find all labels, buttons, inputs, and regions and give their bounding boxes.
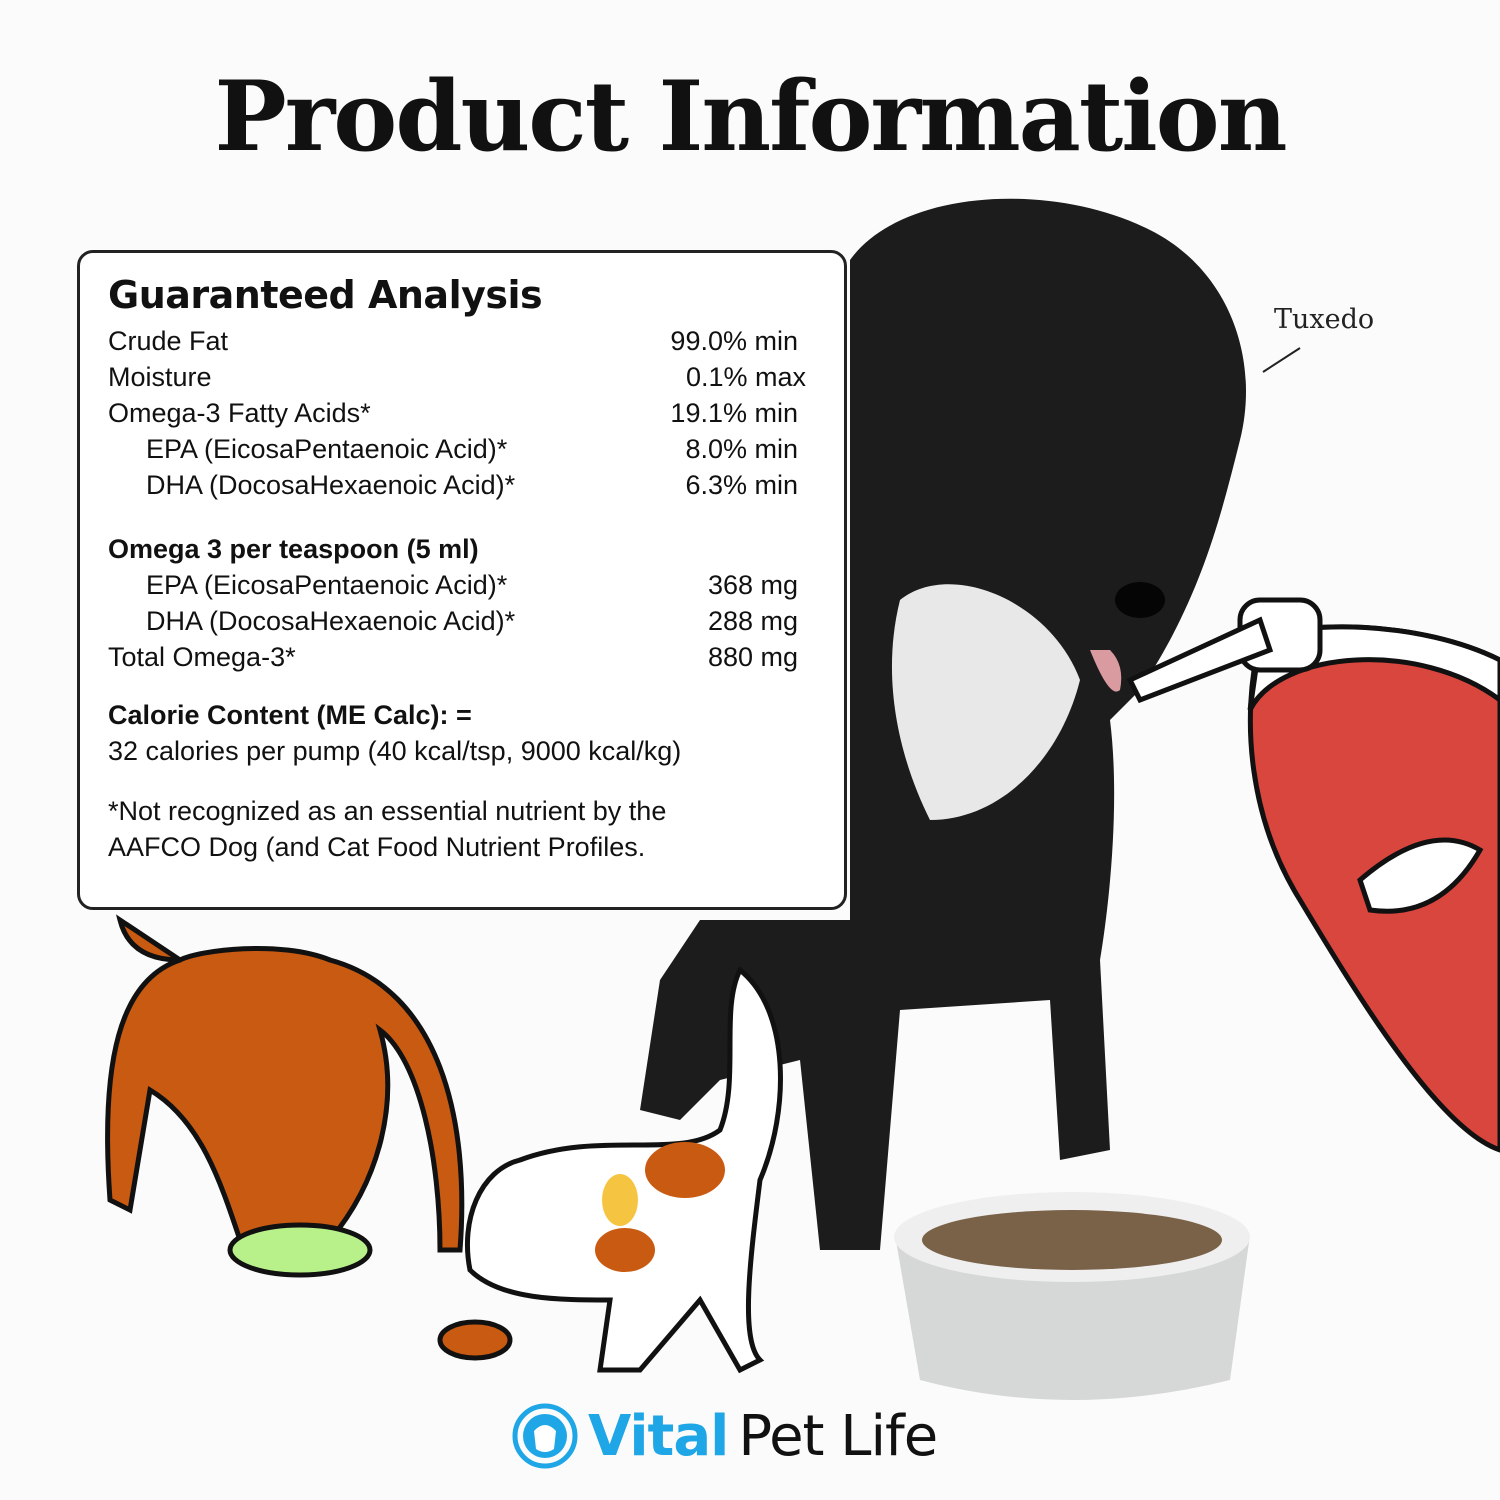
brand-logo: Vital Pet Life: [512, 1403, 938, 1469]
row-label: DHA (DocosaHexaenoic Acid)*: [146, 606, 516, 636]
brand-name-pet-life: Pet Life: [738, 1403, 938, 1469]
white-cat-illustration: [437, 966, 783, 1374]
row-label: EPA (EicosaPentaenoic Acid)*: [146, 570, 508, 600]
brand-name-vital: Vital: [588, 1403, 729, 1469]
dog-name-annotation: Tuxedo: [1274, 304, 1375, 335]
row-value: 19.1% min: [670, 398, 798, 428]
teaspoon-row: DHA (DocosaHexaenoic Acid)* 288 mg: [108, 603, 798, 639]
row-value: 880 mg: [707, 642, 798, 672]
row-value: 0.1% max: [685, 362, 806, 392]
analysis-row: EPA (EicosaPentaenoic Acid)* 8.0% min: [108, 431, 798, 467]
per-teaspoon-heading: Omega 3 per teaspoon (5 ml): [108, 534, 479, 564]
row-label: Omega-3 Fatty Acids*: [108, 398, 371, 428]
food-bowl-photo: [894, 1192, 1250, 1400]
orange-dog-illustration: [105, 914, 465, 1278]
black-dog-photo: [640, 198, 1246, 1250]
footnote-line: AAFCO Dog (and Cat Food Nutrient Profile…: [108, 832, 646, 862]
footnote-line: *Not recognized as an essential nutrient…: [108, 796, 667, 826]
row-value: 6.3% min: [685, 470, 798, 500]
calorie-heading: Calorie Content (ME Calc): =: [108, 700, 472, 730]
row-value: 368 mg: [707, 570, 798, 600]
row-label: Moisture: [108, 362, 212, 392]
row-label: EPA (EicosaPentaenoic Acid)*: [146, 434, 508, 464]
dog-circle-logo-icon: [512, 1403, 578, 1469]
row-value: 8.0% min: [685, 434, 798, 464]
row-value: 288 mg: [707, 606, 798, 636]
row-value: 99.0% min: [670, 326, 798, 356]
guaranteed-analysis-card: Guaranteed Analysis Crude Fat 99.0% min M…: [77, 250, 847, 910]
row-label: Crude Fat: [108, 326, 229, 356]
row-label: DHA (DocosaHexaenoic Acid)*: [146, 470, 516, 500]
teaspoon-row: EPA (EicosaPentaenoic Acid)* 368 mg: [108, 567, 798, 603]
guaranteed-analysis-heading: Guaranteed Analysis: [108, 273, 543, 317]
page-title: Product Information: [214, 60, 1288, 173]
analysis-row: Moisture 0.1% max: [108, 359, 806, 395]
oil-pump-bottle-illustration: [1126, 597, 1500, 1153]
row-label: Total Omega-3*: [108, 642, 296, 672]
analysis-row: DHA (DocosaHexaenoic Acid)* 6.3% min: [108, 467, 798, 503]
calorie-text: 32 calories per pump (40 kcal/tsp, 9000 …: [108, 736, 682, 766]
annotation-pointer-line: [1262, 347, 1301, 373]
teaspoon-row: Total Omega-3* 880 mg: [108, 639, 798, 675]
analysis-row: Omega-3 Fatty Acids* 19.1% min: [108, 395, 798, 431]
analysis-row: Crude Fat 99.0% min: [108, 323, 798, 359]
